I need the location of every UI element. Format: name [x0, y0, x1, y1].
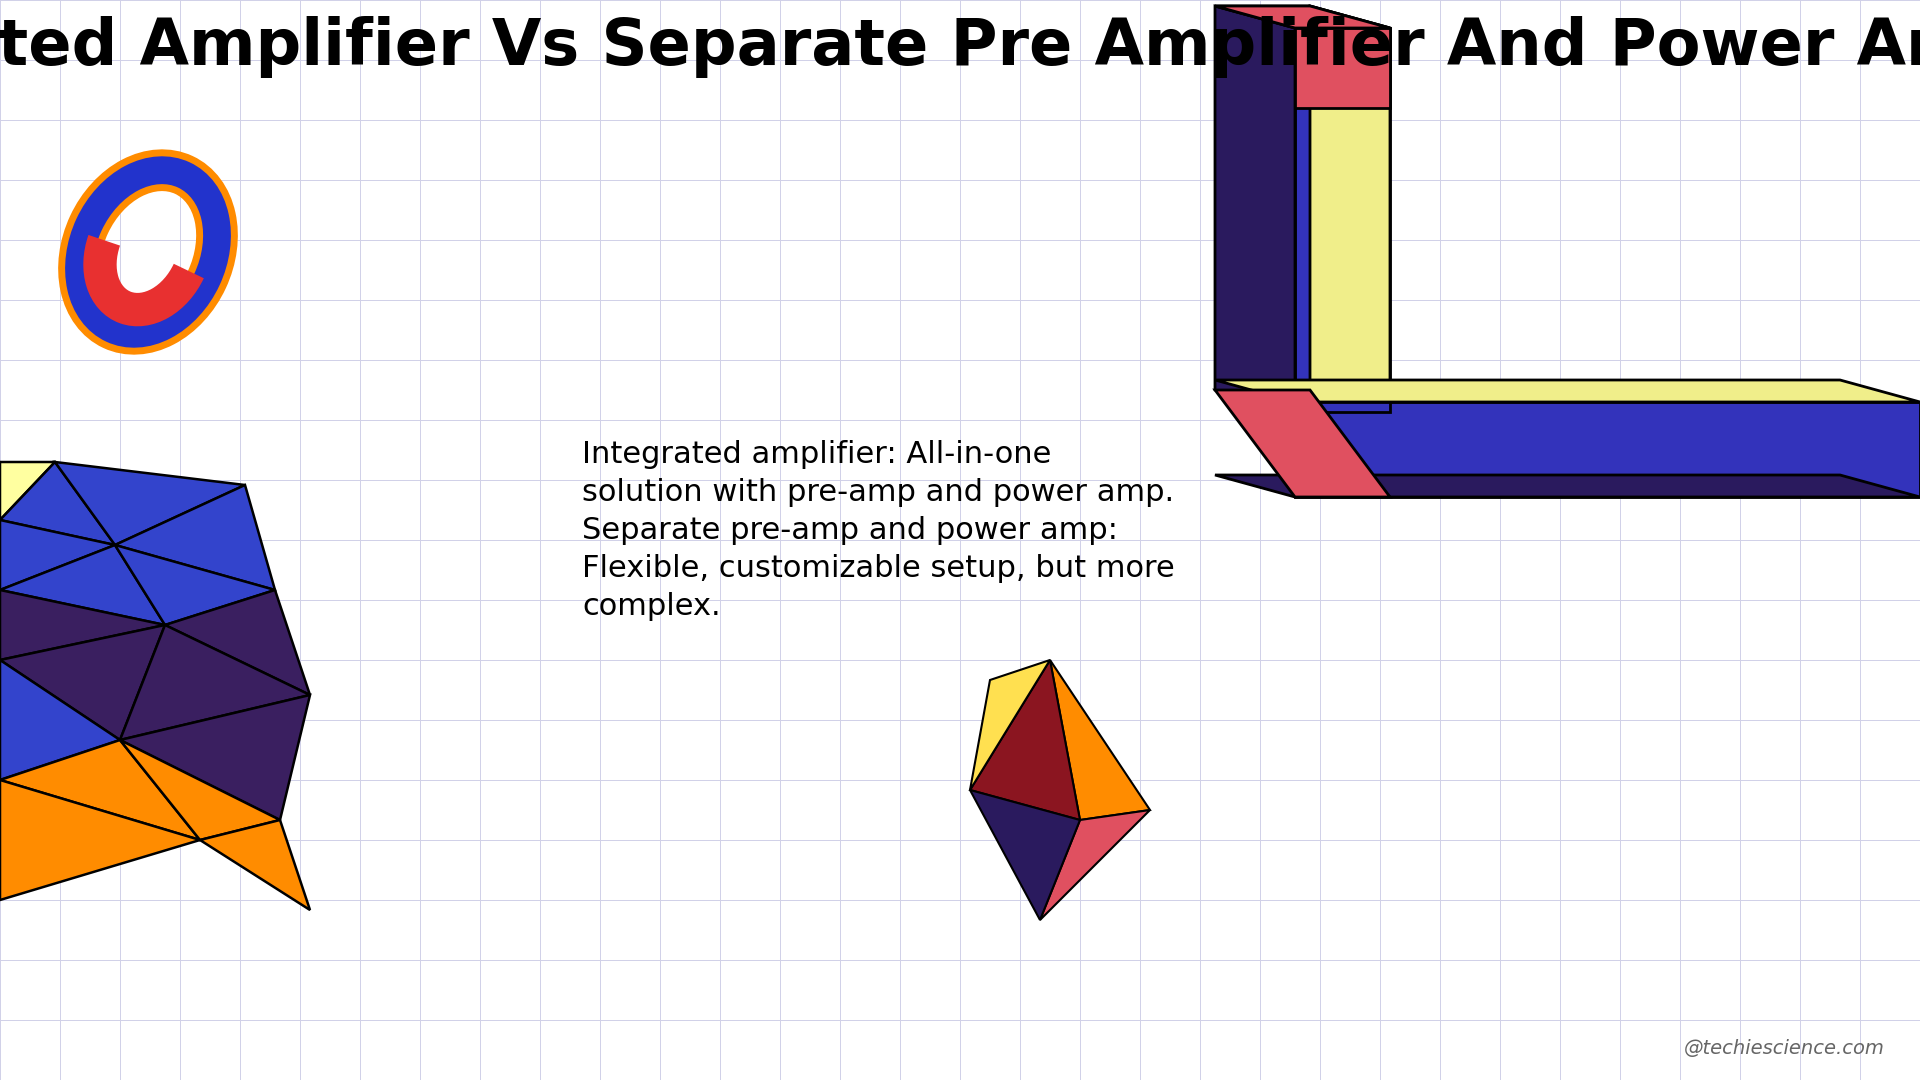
- Polygon shape: [1215, 6, 1390, 28]
- Polygon shape: [0, 462, 115, 545]
- Polygon shape: [1215, 6, 1294, 411]
- Polygon shape: [119, 625, 309, 740]
- Polygon shape: [970, 660, 1050, 789]
- Text: complex.: complex.: [582, 592, 720, 621]
- Polygon shape: [200, 820, 309, 910]
- Text: solution with pre-amp and power amp.: solution with pre-amp and power amp.: [582, 478, 1175, 507]
- Polygon shape: [119, 696, 309, 820]
- Polygon shape: [0, 545, 165, 625]
- Polygon shape: [165, 590, 309, 696]
- Polygon shape: [970, 660, 1079, 820]
- Polygon shape: [0, 660, 119, 780]
- Text: Separate pre-amp and power amp:: Separate pre-amp and power amp:: [582, 516, 1117, 545]
- Polygon shape: [115, 485, 275, 590]
- Polygon shape: [115, 545, 275, 625]
- Text: Integrated amplifier: All-in-one: Integrated amplifier: All-in-one: [582, 440, 1052, 469]
- Polygon shape: [0, 625, 165, 740]
- Polygon shape: [1215, 390, 1390, 497]
- Polygon shape: [1050, 660, 1150, 820]
- Text: @techiescience.com: @techiescience.com: [1684, 1039, 1885, 1058]
- Polygon shape: [0, 740, 200, 840]
- Polygon shape: [56, 462, 246, 545]
- Polygon shape: [119, 740, 280, 840]
- Polygon shape: [0, 462, 56, 519]
- Polygon shape: [0, 780, 200, 900]
- Polygon shape: [0, 590, 165, 660]
- Polygon shape: [1215, 6, 1390, 28]
- Polygon shape: [1294, 28, 1390, 108]
- Polygon shape: [1309, 6, 1390, 411]
- Polygon shape: [1294, 402, 1390, 411]
- Polygon shape: [1294, 28, 1390, 411]
- Polygon shape: [0, 519, 115, 590]
- Text: Flexible, customizable setup, but more: Flexible, customizable setup, but more: [582, 554, 1175, 583]
- Text: Integrated Amplifier Vs Separate Pre Amplifier And Power Amplifier: Integrated Amplifier Vs Separate Pre Amp…: [0, 15, 1920, 78]
- Polygon shape: [1041, 810, 1150, 920]
- Polygon shape: [1215, 475, 1920, 497]
- Polygon shape: [1215, 380, 1920, 402]
- Polygon shape: [1294, 402, 1920, 497]
- Polygon shape: [970, 789, 1079, 920]
